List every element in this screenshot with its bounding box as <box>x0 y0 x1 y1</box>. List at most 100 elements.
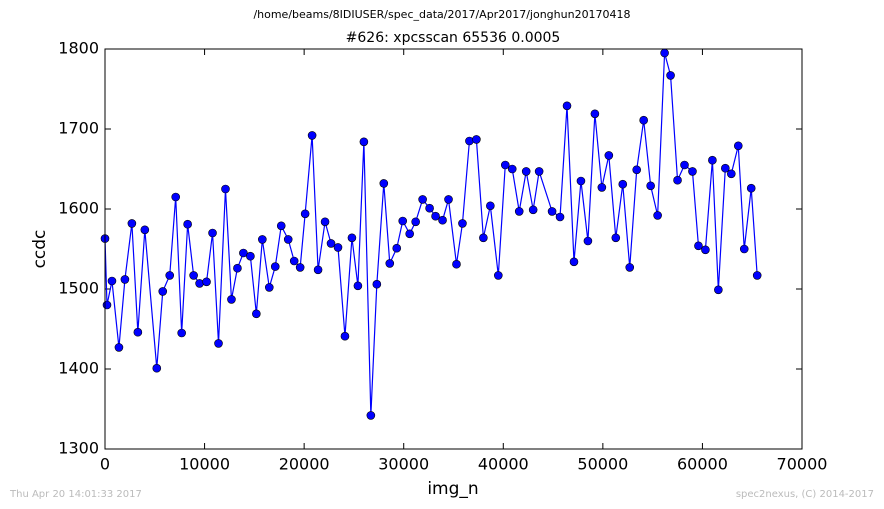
point <box>171 192 180 202</box>
point <box>270 262 280 271</box>
point <box>276 221 286 231</box>
point <box>694 241 703 251</box>
point <box>479 233 488 243</box>
point <box>189 271 198 280</box>
point <box>214 339 223 348</box>
point <box>721 163 730 173</box>
series-line <box>104 52 758 416</box>
point <box>528 205 538 215</box>
point <box>227 295 236 304</box>
point <box>507 164 517 174</box>
point <box>313 265 323 275</box>
x-tick-label: 60000 <box>677 455 728 474</box>
point <box>590 109 600 119</box>
point <box>708 155 717 165</box>
y-tick-label: 1700 <box>58 119 99 138</box>
footer-right: spec2nexus, (C) 2014-2017 <box>736 489 874 500</box>
point <box>521 167 531 176</box>
point <box>688 167 697 176</box>
point <box>625 263 635 272</box>
point <box>120 275 130 284</box>
y-tick-label: 1800 <box>58 39 99 58</box>
point <box>208 228 217 238</box>
point <box>372 279 382 289</box>
point <box>326 239 336 248</box>
point <box>353 281 363 291</box>
point <box>465 136 474 146</box>
point <box>366 411 376 420</box>
x-tick-label: 20000 <box>279 455 330 474</box>
point <box>562 101 572 111</box>
point <box>534 167 544 176</box>
point <box>140 225 150 235</box>
point <box>583 236 593 246</box>
chart-title: #626: xpcsscan 65536 0.0005 <box>346 30 561 46</box>
point <box>340 331 350 341</box>
point <box>714 285 723 295</box>
point <box>102 300 112 310</box>
point <box>618 179 628 189</box>
y-tick-label: 1300 <box>58 439 99 458</box>
point <box>666 71 675 80</box>
point <box>133 327 143 337</box>
point <box>632 165 642 175</box>
point <box>239 248 248 258</box>
point <box>295 263 305 272</box>
point <box>114 343 124 352</box>
plot-frame <box>104 48 803 450</box>
point <box>547 207 557 216</box>
point <box>158 287 168 296</box>
y-axis-label: ccdc <box>30 230 50 269</box>
point <box>347 233 357 243</box>
point <box>739 244 749 254</box>
footer-left: Thu Apr 20 14:01:33 2017 <box>9 489 142 500</box>
point <box>555 212 565 222</box>
x-tick-label: 70000 <box>777 455 828 474</box>
point <box>444 195 453 204</box>
point <box>746 183 756 193</box>
point <box>486 201 495 211</box>
point <box>252 309 261 319</box>
x-axis-label: img_n <box>427 479 478 499</box>
point <box>576 176 586 186</box>
point <box>258 235 267 244</box>
point <box>438 215 447 225</box>
y-tick-label: 1500 <box>58 279 99 298</box>
point <box>195 279 204 288</box>
point <box>359 137 369 147</box>
point <box>221 184 230 194</box>
point <box>300 209 310 219</box>
point <box>165 271 175 280</box>
point <box>411 217 420 227</box>
point <box>733 141 743 151</box>
x-tick-label: 0 <box>100 455 110 474</box>
point <box>177 328 186 338</box>
point <box>611 233 621 243</box>
point <box>107 276 117 286</box>
y-tick-label: 1600 <box>58 199 99 218</box>
point <box>680 160 689 170</box>
point <box>183 219 192 229</box>
point <box>639 115 648 125</box>
x-tick-label: 50000 <box>577 455 628 474</box>
x-tick-label: 30000 <box>378 455 429 474</box>
point <box>385 259 395 268</box>
point <box>233 263 242 273</box>
point <box>289 256 299 266</box>
point <box>597 183 607 192</box>
point <box>458 219 467 228</box>
point <box>604 151 614 160</box>
point <box>418 195 427 204</box>
point <box>514 207 524 216</box>
point <box>405 229 414 239</box>
point <box>752 271 762 280</box>
point <box>472 135 481 144</box>
point <box>398 216 408 226</box>
point <box>569 257 579 267</box>
point <box>431 211 440 221</box>
point <box>646 181 655 191</box>
point <box>673 175 682 185</box>
point <box>202 277 211 287</box>
point <box>152 363 162 373</box>
